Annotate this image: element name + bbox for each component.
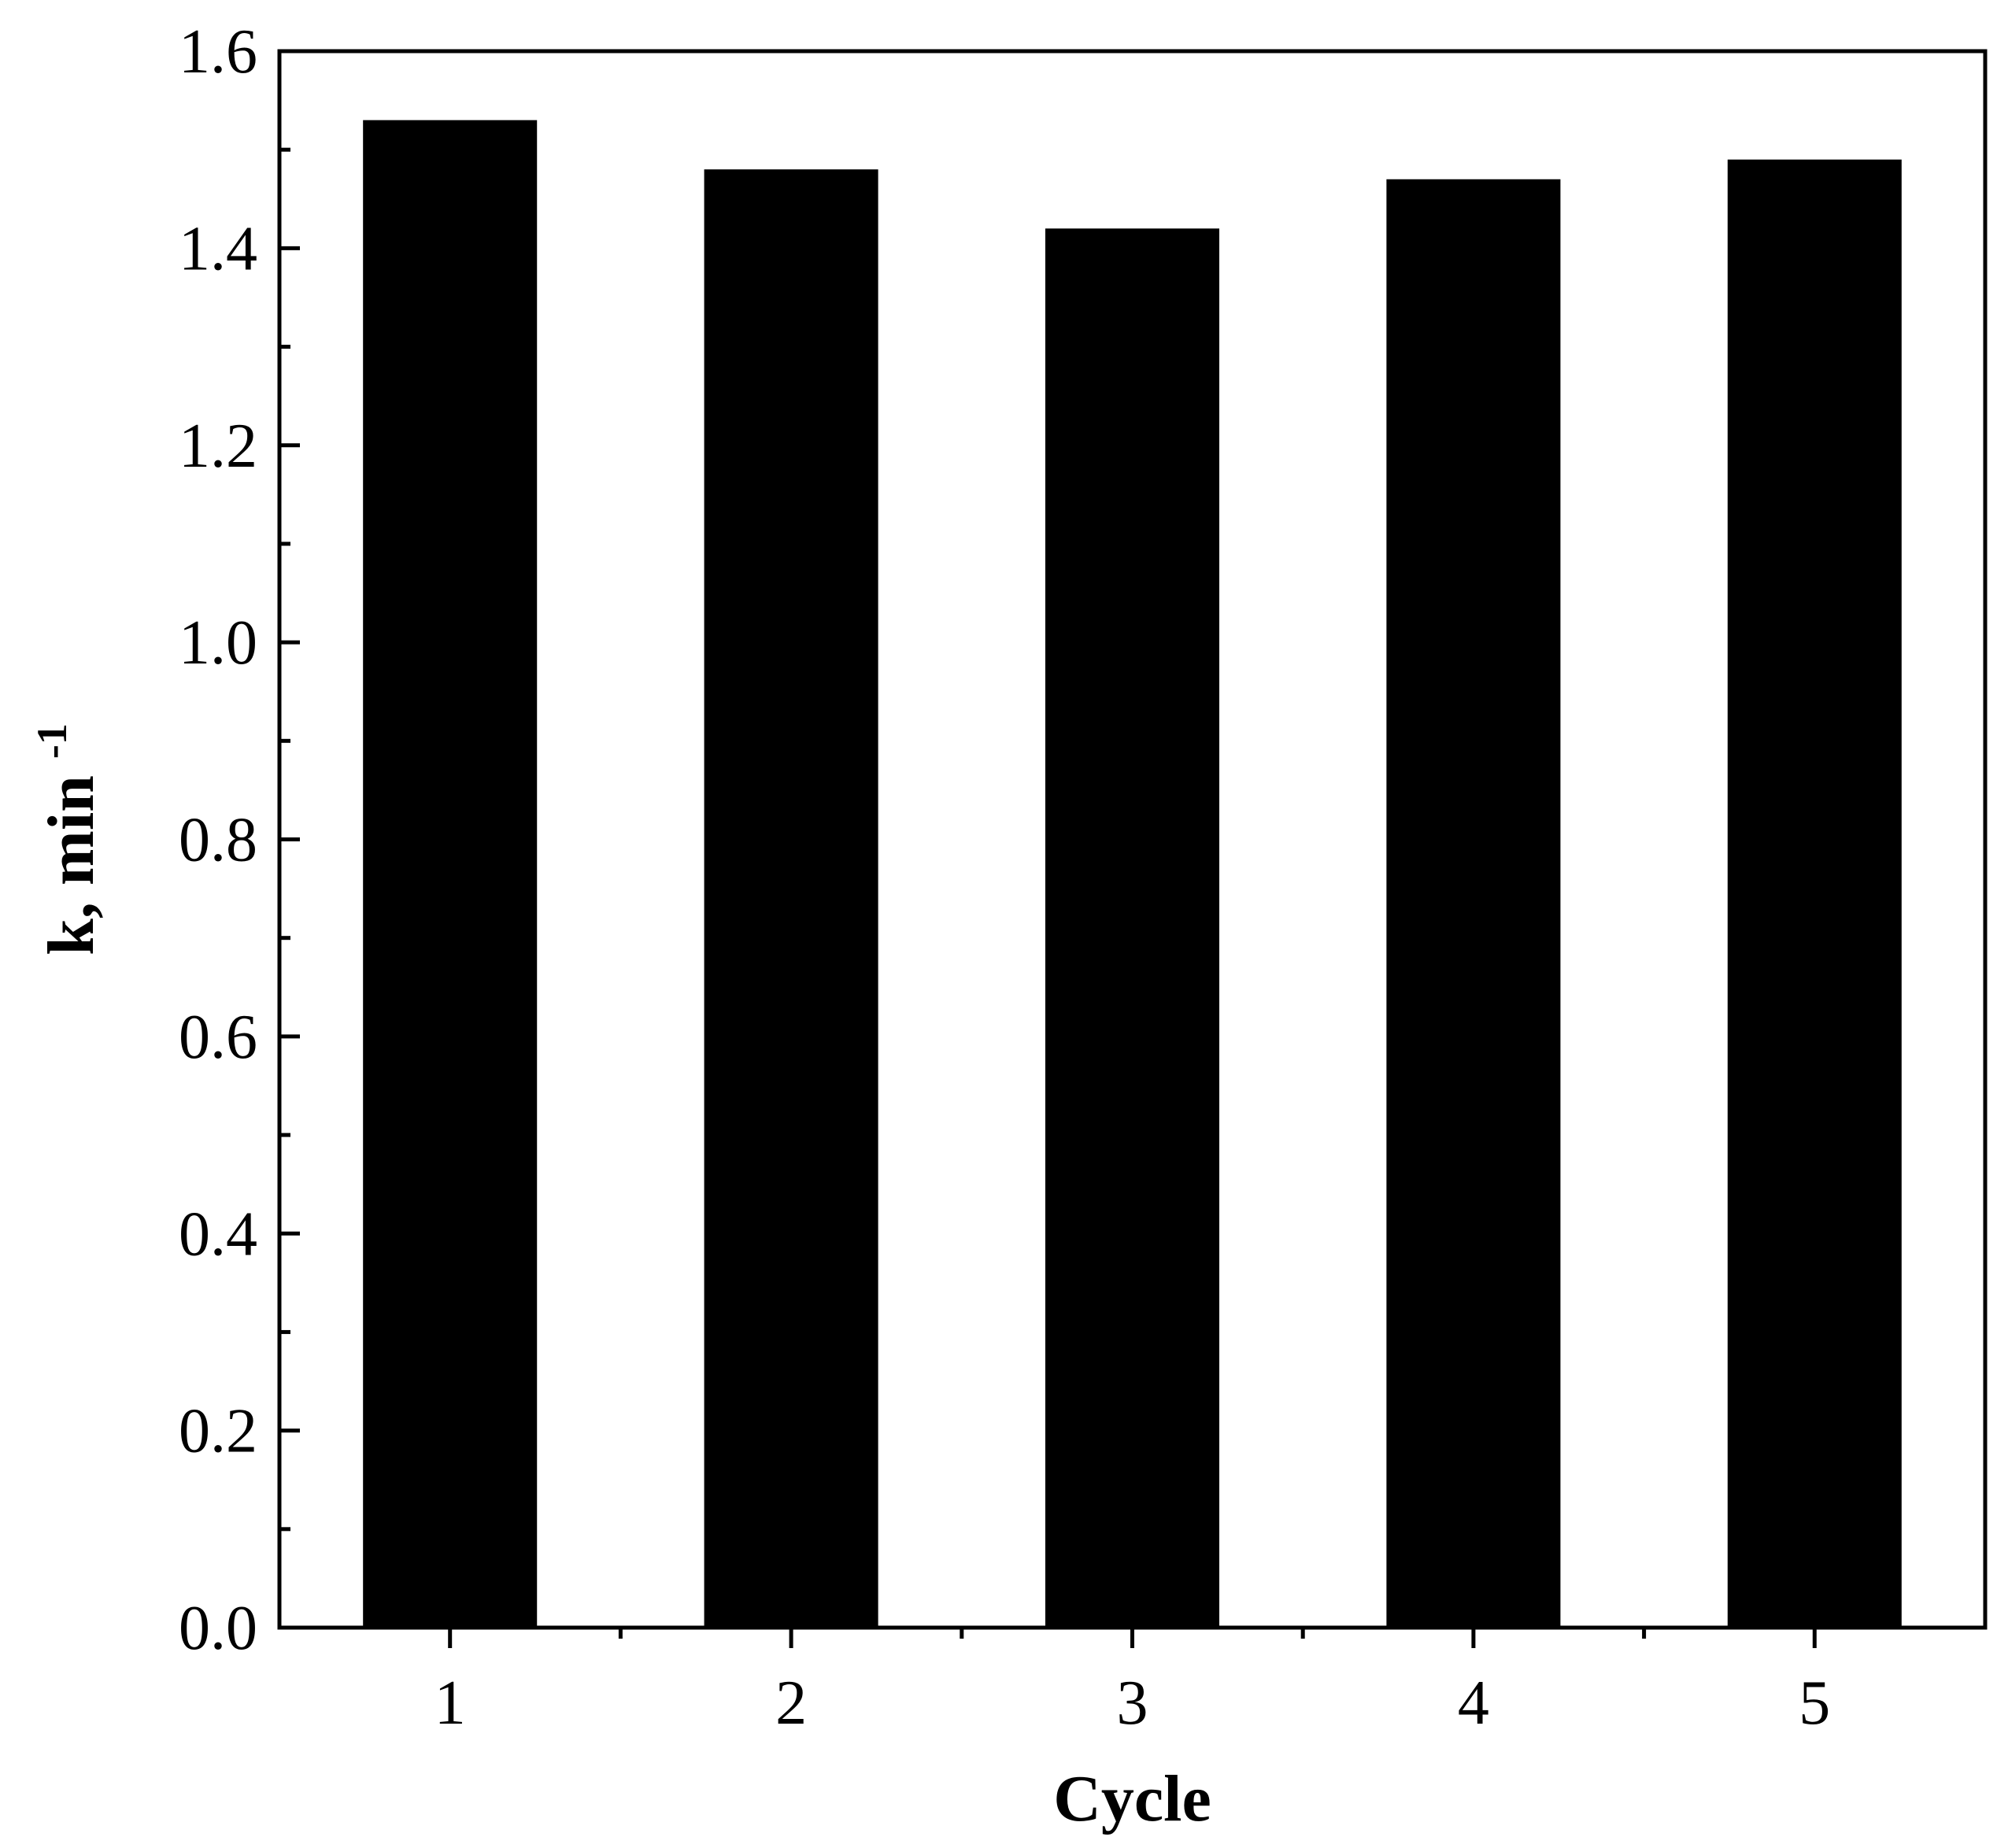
x-tick-label: 2 [775, 1669, 807, 1738]
y-axis-title-superscript: -1 [28, 723, 76, 759]
y-tick-label: 1.2 [179, 412, 257, 481]
y-tick-label: 0.4 [179, 1199, 257, 1269]
x-tick-label: 4 [1458, 1669, 1489, 1738]
x-tick-label: 1 [435, 1669, 466, 1738]
y-tick-label: 0.0 [179, 1594, 257, 1663]
bar-cycle-1 [363, 120, 538, 1628]
y-tick-label: 0.2 [179, 1397, 257, 1466]
bar-cycle-3 [1045, 228, 1220, 1628]
y-axis-ticks: 0.0 0.2 0.4 0.6 0.8 1.0 1.2 1.4 1.6 [179, 17, 300, 1663]
x-axis-ticks: 1 2 3 4 5 [435, 1628, 1830, 1738]
y-tick-label: 1.6 [179, 17, 257, 87]
x-tick-label: 5 [1799, 1669, 1830, 1738]
bars-group [363, 120, 1902, 1628]
y-axis-title-base: k, min [35, 775, 108, 955]
y-axis-title: k, min -1 [28, 723, 108, 955]
y-tick-label: 1.0 [179, 608, 257, 678]
bar-cycle-5 [1727, 159, 1902, 1628]
x-tick-label: 3 [1117, 1669, 1148, 1738]
bar-cycle-2 [704, 169, 878, 1628]
bar-cycle-4 [1386, 179, 1561, 1628]
y-tick-label: 1.4 [179, 214, 257, 283]
y-tick-label: 0.6 [179, 1003, 257, 1072]
x-axis-title: Cycle [1053, 1762, 1211, 1835]
plot-frame [277, 49, 1988, 1630]
y-tick-label: 0.8 [179, 806, 257, 875]
